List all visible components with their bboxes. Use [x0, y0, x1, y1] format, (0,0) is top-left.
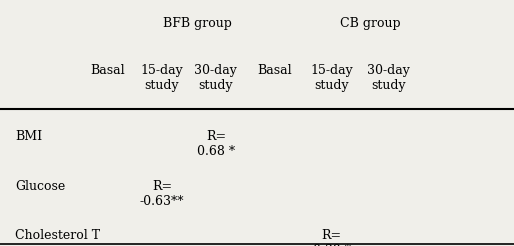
- Text: CB group: CB group: [340, 17, 400, 30]
- Text: 15-day
study: 15-day study: [140, 64, 183, 92]
- Text: Glucose: Glucose: [15, 180, 66, 193]
- Text: Cholesterol T: Cholesterol T: [15, 229, 101, 242]
- Text: 30-day
study: 30-day study: [194, 64, 237, 92]
- Text: 15-day
study: 15-day study: [310, 64, 353, 92]
- Text: R=
-0.63**: R= -0.63**: [140, 180, 184, 208]
- Text: R=
0.68 *: R= 0.68 *: [197, 130, 235, 158]
- Text: BFB group: BFB group: [163, 17, 232, 30]
- Text: BMI: BMI: [15, 130, 43, 143]
- Text: Basal: Basal: [90, 64, 125, 77]
- Text: 30-day
study: 30-day study: [366, 64, 410, 92]
- Text: Basal: Basal: [258, 64, 292, 77]
- Text: R=
0.39 *: R= 0.39 *: [313, 229, 351, 246]
